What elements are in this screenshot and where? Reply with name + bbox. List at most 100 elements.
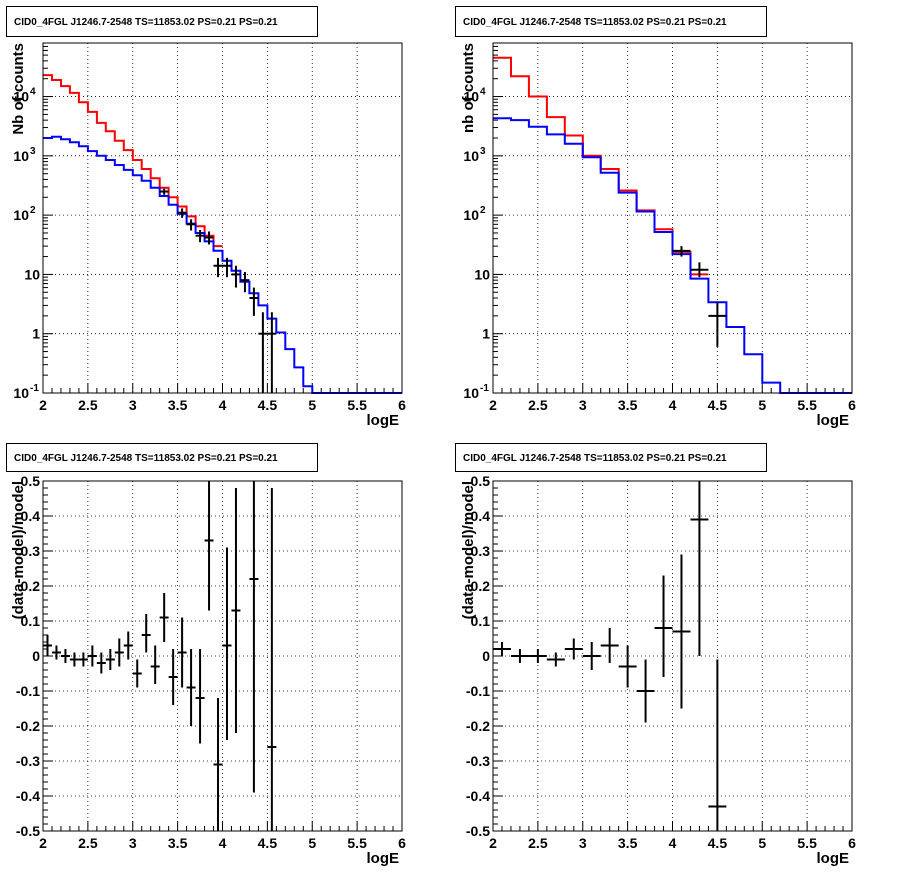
chart-title: CID0_4FGL J1246.7-2548 TS=11853.02 PS=0.… bbox=[463, 17, 727, 28]
chart-panel-1: CID0_4FGL J1246.7-2548 TS=11853.02 PS=0.… bbox=[6, 6, 406, 429]
data-point bbox=[168, 649, 178, 705]
data-point bbox=[96, 652, 106, 674]
x-tick-label: 2.5 bbox=[78, 835, 98, 851]
chart-title: CID0_4FGL J1246.7-2548 TS=11853.02 PS=0.… bbox=[14, 453, 278, 464]
x-tick-label: 6 bbox=[848, 397, 856, 413]
y-tick-label: 0 bbox=[482, 648, 490, 664]
x-tick-label: 6 bbox=[398, 397, 406, 413]
data-point bbox=[600, 628, 619, 663]
data-points bbox=[43, 481, 277, 831]
x-tick-label: 3.5 bbox=[168, 835, 188, 851]
data-point bbox=[69, 652, 79, 667]
histogram-series-2 bbox=[493, 117, 852, 394]
data-point bbox=[159, 593, 169, 642]
y-tick-label: 0 bbox=[32, 648, 40, 664]
y-tick-label: 10 bbox=[474, 266, 490, 282]
x-tick-label: 3 bbox=[579, 397, 587, 413]
data-point bbox=[204, 231, 214, 245]
chart-panel-4: CID0_4FGL J1246.7-2548 TS=11853.02 PS=0.… bbox=[455, 443, 856, 867]
y-tick-label: 0.4 bbox=[471, 508, 491, 524]
chart-title: CID0_4FGL J1246.7-2548 TS=11853.02 PS=0.… bbox=[14, 17, 278, 28]
data-point bbox=[249, 287, 259, 316]
title-box bbox=[455, 6, 767, 37]
data-point bbox=[195, 230, 205, 243]
histogram-series-1 bbox=[43, 74, 223, 248]
x-tick-label: 5.5 bbox=[347, 835, 367, 851]
data-point bbox=[231, 488, 241, 733]
data-point bbox=[258, 312, 268, 393]
x-tick-label: 3 bbox=[129, 397, 137, 413]
data-point bbox=[195, 649, 205, 744]
x-tick-label: 3 bbox=[129, 835, 137, 851]
y-tick-label: 0.3 bbox=[471, 543, 491, 559]
x-tick-label: 6 bbox=[848, 835, 856, 851]
data-point bbox=[105, 649, 115, 670]
y-tick-exponent: -1 bbox=[30, 383, 39, 394]
data-point bbox=[582, 642, 601, 670]
plot-frame bbox=[42, 42, 403, 394]
y-tick-label: -0.3 bbox=[466, 753, 490, 769]
data-point bbox=[177, 617, 187, 688]
x-tick-label: 5.5 bbox=[797, 835, 817, 851]
data-point bbox=[177, 208, 187, 218]
x-tick-label: 3 bbox=[579, 835, 587, 851]
x-tick-label: 2.5 bbox=[528, 397, 548, 413]
ticks bbox=[492, 480, 853, 832]
y-tick-label: 0.2 bbox=[21, 578, 41, 594]
chart-panel-2: CID0_4FGL J1246.7-2548 TS=11853.02 PS=0.… bbox=[455, 6, 856, 429]
data-points bbox=[672, 246, 727, 347]
x-tick-label: 5.5 bbox=[347, 397, 367, 413]
y-tick-exponent: 2 bbox=[30, 205, 36, 216]
y-tick-label: 10 bbox=[13, 385, 29, 401]
y-tick-label: 0.2 bbox=[471, 578, 491, 594]
data-point bbox=[222, 257, 232, 278]
data-point bbox=[672, 554, 691, 709]
y-tick-label: -0.3 bbox=[16, 753, 40, 769]
y-tick-label: 0.4 bbox=[21, 508, 41, 524]
title-box bbox=[6, 6, 318, 37]
x-tick-label: 5 bbox=[758, 397, 766, 413]
data-point bbox=[150, 645, 160, 684]
x-tick-label: 2.5 bbox=[528, 835, 548, 851]
x-tick-label: 3.5 bbox=[168, 397, 188, 413]
y-tick-exponent: 4 bbox=[480, 87, 486, 98]
y-tick-label: 10 bbox=[463, 89, 479, 105]
y-tick-label: -0.4 bbox=[466, 788, 490, 804]
x-tick-label: 4 bbox=[669, 835, 677, 851]
x-tick-label: 4.5 bbox=[258, 397, 278, 413]
y-tick-label: 10 bbox=[463, 207, 479, 223]
x-tick-label: 3.5 bbox=[618, 835, 638, 851]
y-tick-label: 10 bbox=[13, 89, 29, 105]
x-axis-label: logE bbox=[817, 850, 850, 867]
chart-title: CID0_4FGL J1246.7-2548 TS=11853.02 PS=0.… bbox=[463, 453, 727, 464]
x-tick-label: 4 bbox=[669, 397, 677, 413]
data-point bbox=[267, 488, 277, 831]
title-box bbox=[455, 443, 767, 472]
grid bbox=[43, 43, 402, 393]
x-tick-label: 2 bbox=[489, 397, 497, 413]
data-point bbox=[78, 652, 88, 667]
x-tick-label: 2.5 bbox=[78, 397, 98, 413]
data-point bbox=[493, 642, 511, 656]
data-point bbox=[528, 649, 547, 663]
y-tick-label: -0.5 bbox=[16, 823, 40, 839]
plot-frame bbox=[492, 480, 853, 832]
data-point bbox=[618, 645, 637, 688]
data-point bbox=[249, 481, 259, 793]
x-tick-label: 5 bbox=[308, 397, 316, 413]
x-tick-label: 4 bbox=[219, 835, 227, 851]
data-point bbox=[510, 649, 529, 663]
y-tick-label: 10 bbox=[463, 385, 479, 401]
data-point bbox=[708, 302, 727, 347]
data-point bbox=[186, 219, 196, 231]
data-point bbox=[114, 638, 124, 667]
y-tick-label: 1 bbox=[32, 326, 40, 342]
y-tick-label: 10 bbox=[13, 148, 29, 164]
data-point bbox=[141, 614, 151, 653]
x-tick-label: 3.5 bbox=[618, 397, 638, 413]
data-point bbox=[654, 575, 673, 677]
y-tick-label: -0.2 bbox=[16, 718, 40, 734]
x-tick-label: 2 bbox=[39, 835, 47, 851]
data-point bbox=[60, 649, 70, 663]
